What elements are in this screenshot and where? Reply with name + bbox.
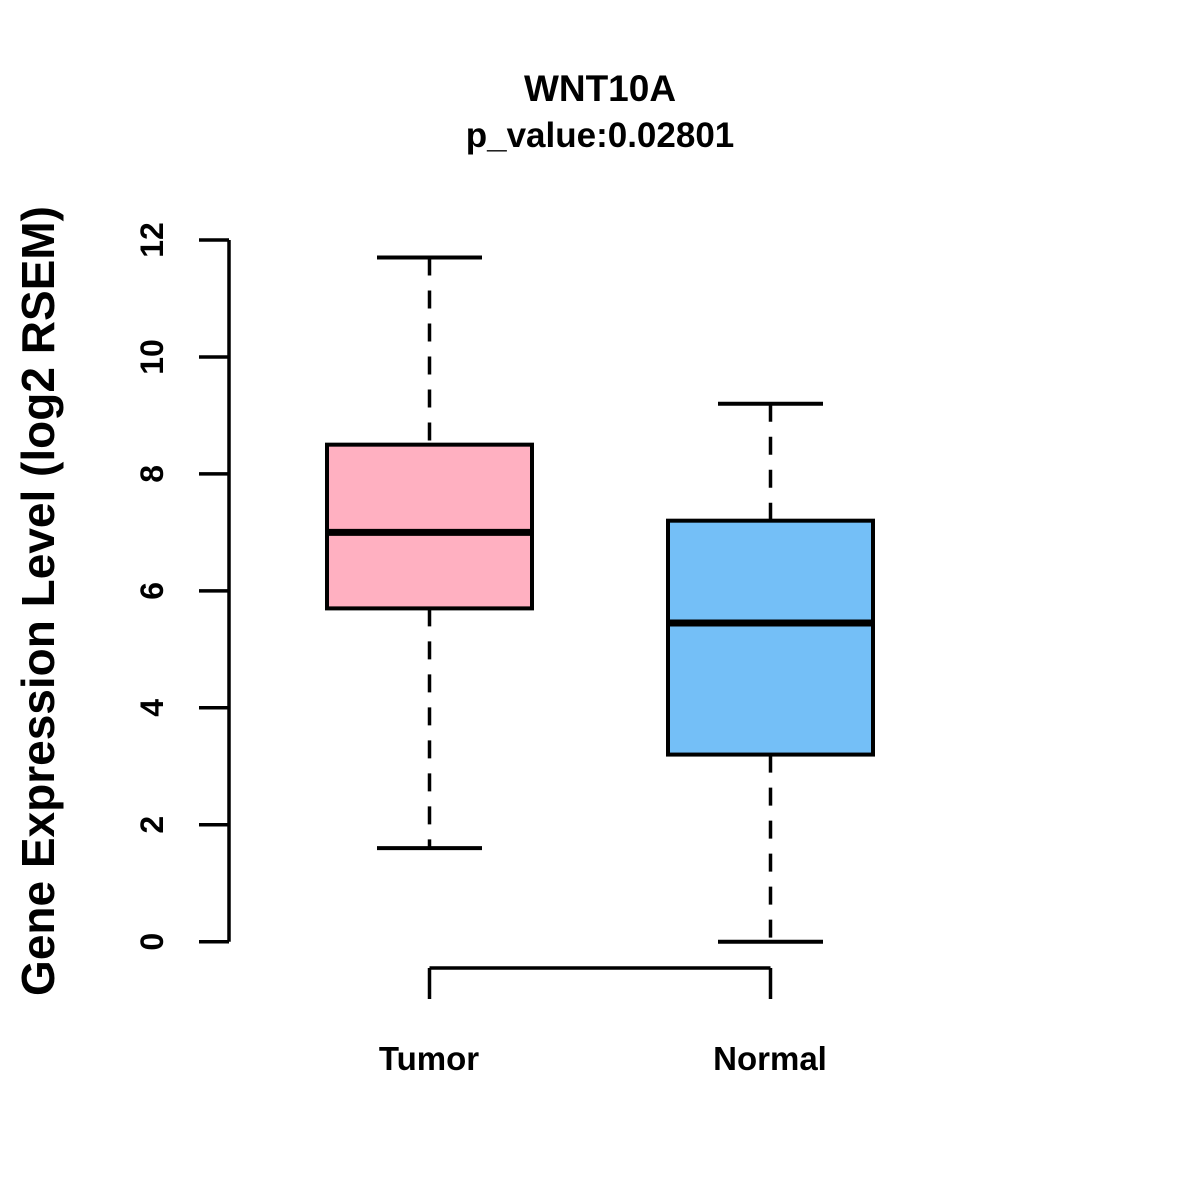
y-axis-tick-label: 8	[134, 465, 170, 483]
y-axis-tick-label: 12	[134, 222, 170, 258]
category-label-tumor: Tumor	[378, 1040, 480, 1077]
y-axis-tick-label: 10	[134, 339, 170, 375]
y-axis-tick-label: 2	[134, 816, 170, 834]
chart-title: WNT10A	[523, 68, 677, 109]
y-axis-tick-label: 4	[134, 699, 170, 717]
y-axis-tick-label: 6	[134, 582, 170, 600]
iqr-box-normal	[666, 518, 875, 757]
y-axis-tick-label: 0	[134, 933, 170, 951]
category-label-normal: Normal	[713, 1040, 827, 1077]
chart-subtitle-pvalue: p_value:0.02801	[465, 116, 735, 155]
iqr-box-tumor	[325, 442, 534, 611]
